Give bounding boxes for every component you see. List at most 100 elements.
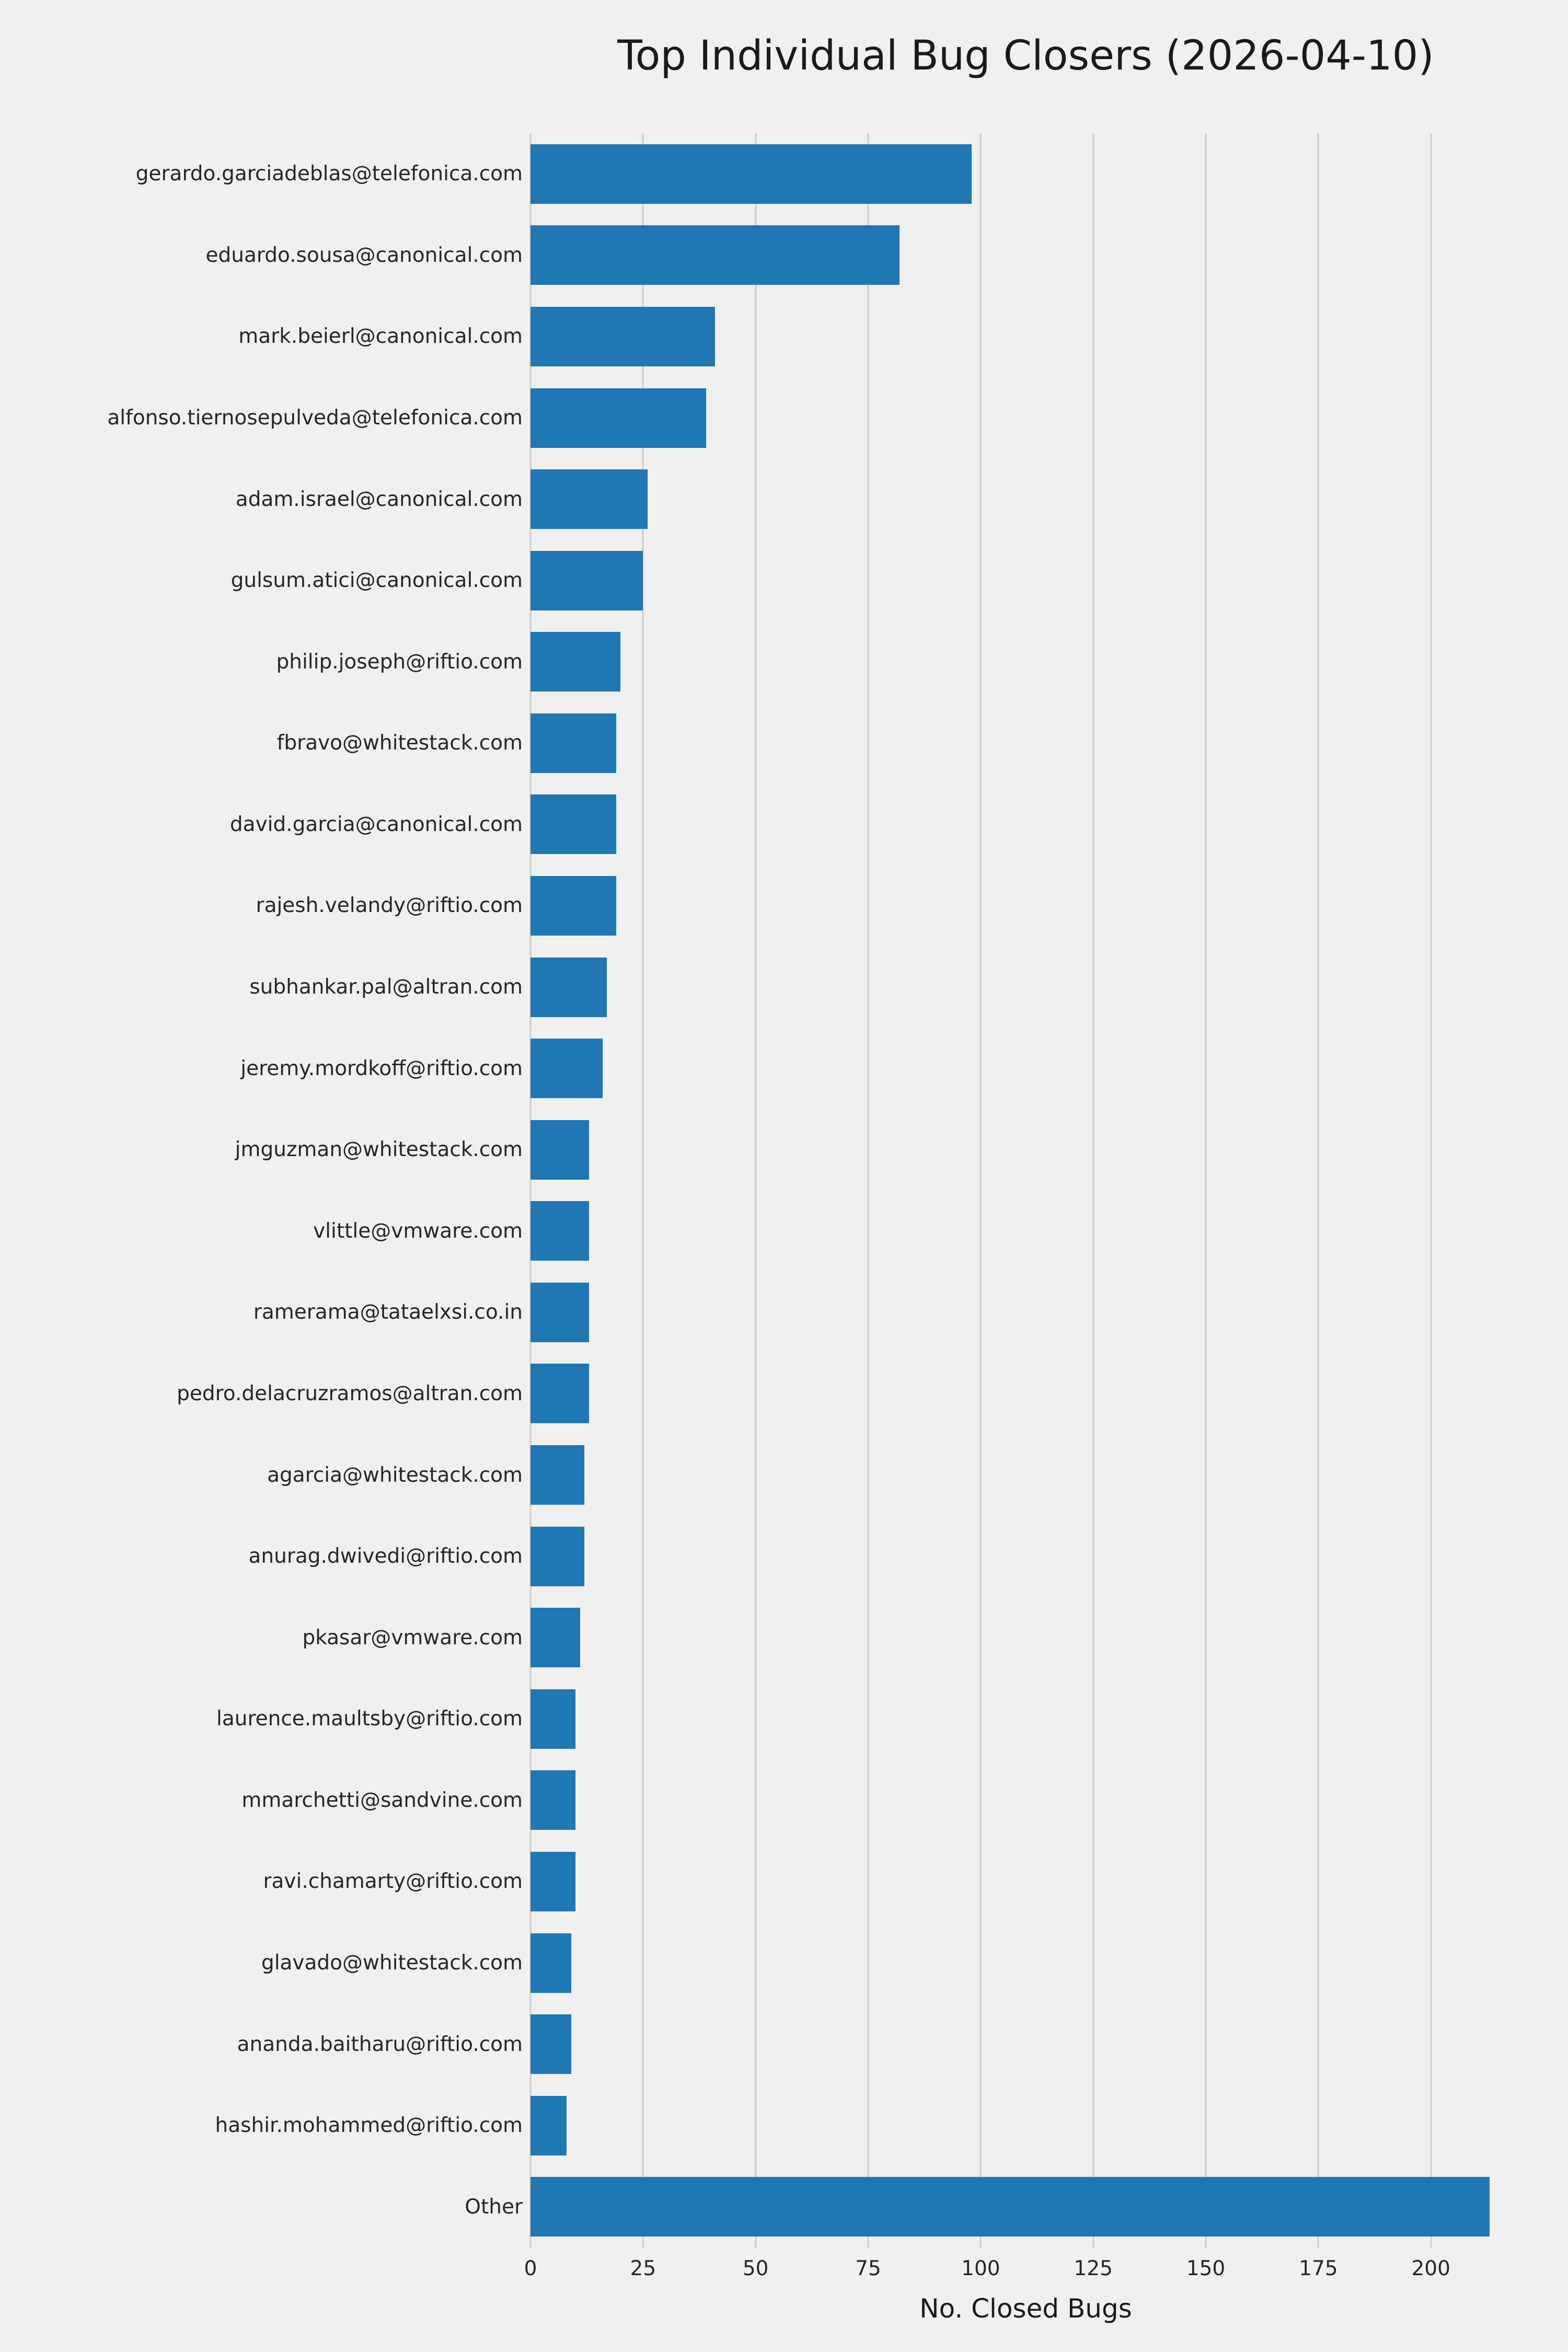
- bar-row: [531, 1922, 1521, 2004]
- gridline: [867, 133, 869, 2247]
- x-tick-label: 175: [1299, 2257, 1338, 2280]
- bar: [531, 225, 900, 285]
- bar-row: [531, 458, 1521, 540]
- bar: [531, 2014, 571, 2074]
- gridline: [1317, 133, 1319, 2247]
- gridline: [642, 133, 644, 2247]
- y-tick-label: gerardo.garciadeblas@telefonica.com: [135, 162, 523, 186]
- y-tick-label: jmguzman@whitestack.com: [235, 1138, 523, 1162]
- y-tick-label: anurag.dwivedi@riftio.com: [248, 1544, 523, 1569]
- y-tick-label: pedro.delacruzramos@altran.com: [177, 1381, 523, 1405]
- y-tick-label: adam.israel@canonical.com: [235, 487, 523, 511]
- bar: [531, 2177, 1490, 2237]
- bar: [531, 1770, 576, 1830]
- y-tick-label: rajesh.velandy@riftio.com: [256, 894, 523, 918]
- y-tick-label: mmarchetti@sandvine.com: [241, 1788, 523, 1812]
- y-tick-label: subhankar.pal@altran.com: [249, 975, 523, 999]
- bar-row: [531, 215, 1521, 296]
- y-tick-label: mark.beierl@canonical.com: [238, 325, 523, 349]
- bar-row: [531, 1841, 1521, 1922]
- bar-row: [531, 1272, 1521, 1353]
- bar: [531, 388, 706, 448]
- bar-row: [531, 1109, 1521, 1191]
- bar-row: [531, 1760, 1521, 1841]
- bar: [531, 1445, 585, 1505]
- y-tick-label: vlittle@vmware.com: [313, 1219, 523, 1243]
- gridline: [1430, 133, 1432, 2247]
- y-tick-label: ananda.baitharu@riftio.com: [237, 2032, 523, 2056]
- bar-row: [531, 540, 1521, 621]
- bar-row: [531, 784, 1521, 866]
- bar: [531, 469, 648, 529]
- bar-row: [531, 1191, 1521, 1272]
- y-tick-label: hashir.mohammed@riftio.com: [215, 2114, 523, 2138]
- bar-row: [531, 865, 1521, 947]
- gridline: [529, 133, 532, 2247]
- bar: [531, 794, 616, 855]
- bar-row: [531, 702, 1521, 784]
- bars-container: [531, 133, 1521, 2247]
- bar: [531, 1526, 585, 1586]
- bar: [531, 632, 621, 692]
- bar: [531, 1689, 576, 1749]
- bar: [531, 1608, 580, 1668]
- y-tick-label: ramerama@tataelxsi.co.in: [253, 1300, 523, 1324]
- bar-row: [531, 296, 1521, 377]
- bar: [531, 1851, 576, 1911]
- y-tick-label: glavado@whitestack.com: [261, 1951, 523, 1975]
- y-tick-label: gulsum.atici@canonical.com: [230, 569, 523, 593]
- y-tick-label: laurence.maultsby@riftio.com: [216, 1707, 523, 1731]
- bar: [531, 957, 607, 1017]
- x-tick-label: 0: [524, 2257, 537, 2280]
- bar: [531, 1282, 589, 1342]
- y-tick-label: alfonso.tiernosepulveda@telefonica.com: [107, 406, 523, 430]
- y-tick-label: Other: [465, 2195, 523, 2219]
- bar: [531, 713, 616, 773]
- gridline: [755, 133, 757, 2247]
- x-tick-label: 25: [630, 2257, 656, 2280]
- plot-area: [529, 133, 1521, 2247]
- bar: [531, 144, 972, 204]
- x-tick-label: 100: [961, 2257, 1000, 2280]
- bar-row: [531, 1516, 1521, 1597]
- bar-row: [531, 377, 1521, 459]
- x-axis-ticks: 0 25 50 75 100 125 150 175 200: [524, 2257, 1521, 2288]
- bar-row: [531, 947, 1521, 1028]
- bar-row: [531, 1678, 1521, 1760]
- x-tick-label: 75: [855, 2257, 881, 2280]
- bar-row: [531, 1028, 1521, 1109]
- x-tick-label: 125: [1074, 2257, 1113, 2280]
- gridline: [979, 133, 982, 2247]
- bar: [531, 875, 616, 936]
- x-tick-label: 50: [742, 2257, 769, 2280]
- y-tick-label: pkasar@vmware.com: [302, 1625, 523, 1650]
- chart-title: Top Individual Bug Closers (2026-04-10): [617, 32, 1434, 79]
- gridline: [1205, 133, 1207, 2247]
- x-tick-label: 150: [1186, 2257, 1226, 2280]
- x-tick-label: 200: [1411, 2257, 1450, 2280]
- y-tick-label: david.garcia@canonical.com: [229, 812, 523, 836]
- y-tick-label: eduardo.sousa@canonical.com: [205, 243, 523, 267]
- gridline: [1092, 133, 1094, 2247]
- bar-row: [531, 2003, 1521, 2085]
- bar-row: [531, 1434, 1521, 1516]
- x-axis-label: No. Closed Bugs: [919, 2293, 1132, 2324]
- bar: [531, 306, 716, 366]
- bar-row: [531, 621, 1521, 702]
- bar-row: [531, 2085, 1521, 2166]
- bar: [531, 2095, 567, 2155]
- bar-row: [531, 1353, 1521, 1435]
- y-tick-label: philip.joseph@riftio.com: [276, 650, 523, 674]
- y-tick-label: fbravo@whitestack.com: [276, 731, 523, 755]
- y-axis-labels: gerardo.garciadeblas@telefonica.com eduar…: [0, 133, 523, 2247]
- bar: [531, 1120, 589, 1180]
- bar-row: [531, 2166, 1521, 2247]
- bar: [531, 550, 643, 610]
- bar: [531, 1039, 603, 1099]
- y-tick-label: agarcia@whitestack.com: [267, 1463, 523, 1487]
- y-tick-label: jeremy.mordkoff@riftio.com: [240, 1056, 523, 1080]
- bar-row: [531, 1597, 1521, 1678]
- bar: [531, 1933, 571, 1993]
- bar-row: [531, 133, 1521, 215]
